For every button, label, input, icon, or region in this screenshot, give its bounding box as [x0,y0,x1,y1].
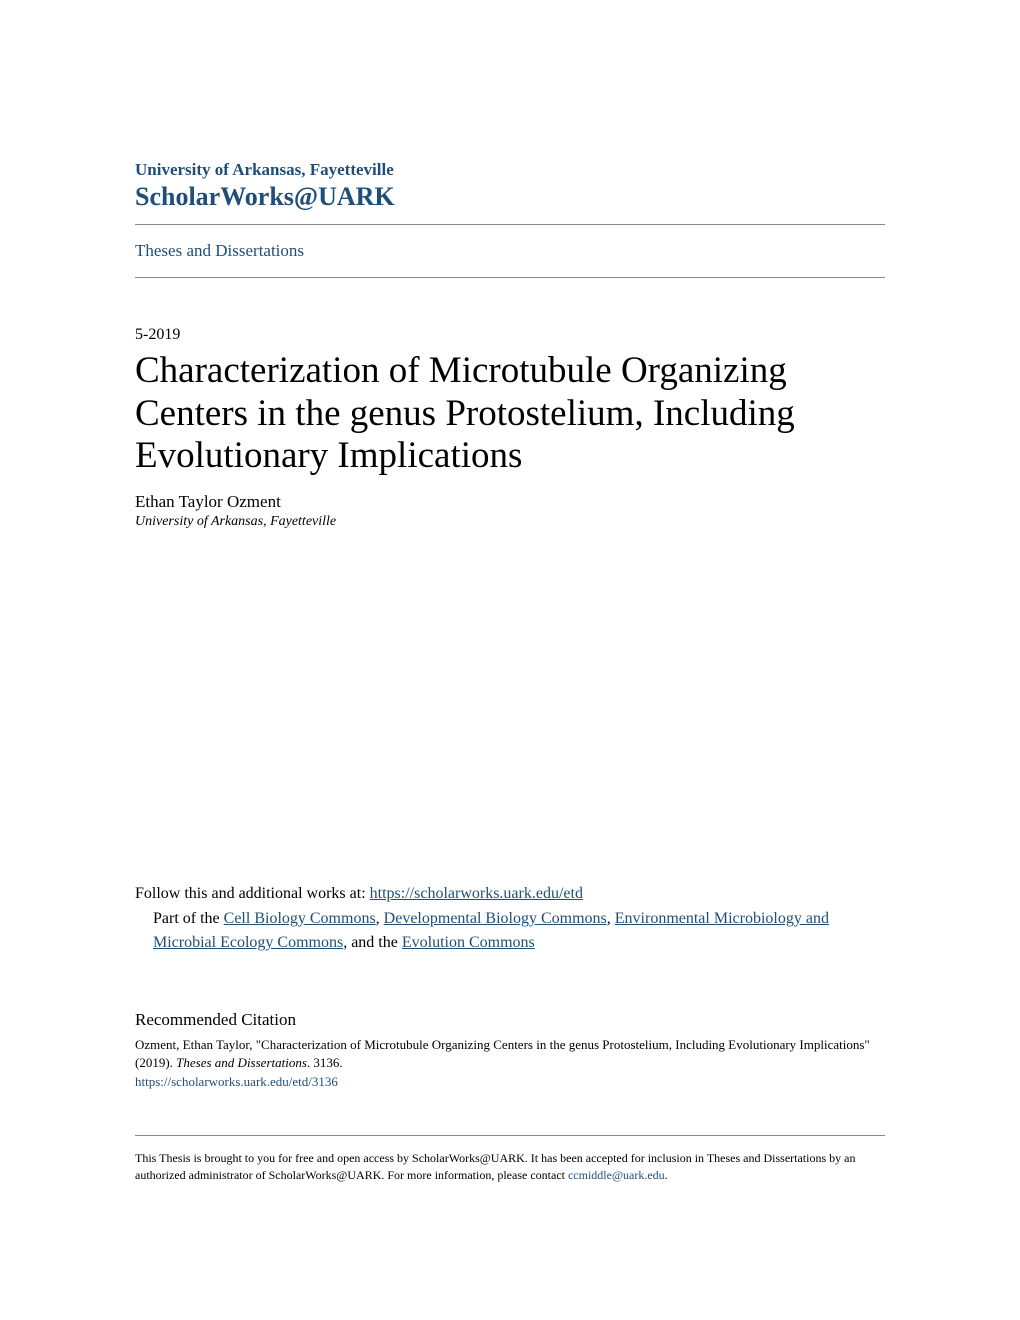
follow-prefix: Follow this and additional works at: [135,885,370,902]
page-header: University of Arkansas, Fayetteville Sch… [135,160,885,278]
citation-heading: Recommended Citation [135,1010,885,1030]
follow-url-link[interactable]: https://scholarworks.uark.edu/etd [370,885,583,902]
footer-text-1: This Thesis is brought to you for free a… [135,1151,855,1182]
follow-line: Follow this and additional works at: htt… [135,885,885,903]
follow-section: Follow this and additional works at: htt… [135,885,885,955]
citation-url-link[interactable]: https://scholarworks.uark.edu/etd/3136 [135,1074,885,1090]
commons-link-dev-biology[interactable]: Developmental Biology Commons [384,910,607,927]
citation-series: Theses and Dissertations [176,1055,307,1070]
citation-text-2: . 3136. [307,1055,343,1070]
divider-bottom [135,277,885,278]
footer-divider [135,1135,885,1136]
author-name: Ethan Taylor Ozment [135,492,885,512]
partof-prefix: Part of the [153,910,224,927]
publication-date: 5-2019 [135,326,885,344]
document-metadata: 5-2019 Characterization of Microtubule O… [135,326,885,530]
repository-name[interactable]: ScholarWorks@UARK [135,182,885,212]
contact-email-link[interactable]: ccmiddle@uark.edu [568,1168,665,1182]
partof-line: Part of the Cell Biology Commons, Develo… [135,907,885,955]
separator: , [376,910,384,927]
author-affiliation: University of Arkansas, Fayetteville [135,514,885,530]
separator: , and the [343,934,402,951]
institution-name: University of Arkansas, Fayetteville [135,160,885,180]
collection-link[interactable]: Theses and Dissertations [135,225,885,277]
footer-body: This Thesis is brought to you for free a… [135,1150,885,1184]
footer-text-2: . [665,1168,668,1182]
separator: , [607,910,615,927]
commons-link-cell-biology[interactable]: Cell Biology Commons [224,910,376,927]
citation-section: Recommended Citation Ozment, Ethan Taylo… [135,1010,885,1090]
footer-section: This Thesis is brought to you for free a… [135,1135,885,1184]
citation-body: Ozment, Ethan Taylor, "Characterization … [135,1036,885,1072]
document-title: Characterization of Microtubule Organizi… [135,350,885,478]
commons-link-evolution[interactable]: Evolution Commons [402,934,535,951]
